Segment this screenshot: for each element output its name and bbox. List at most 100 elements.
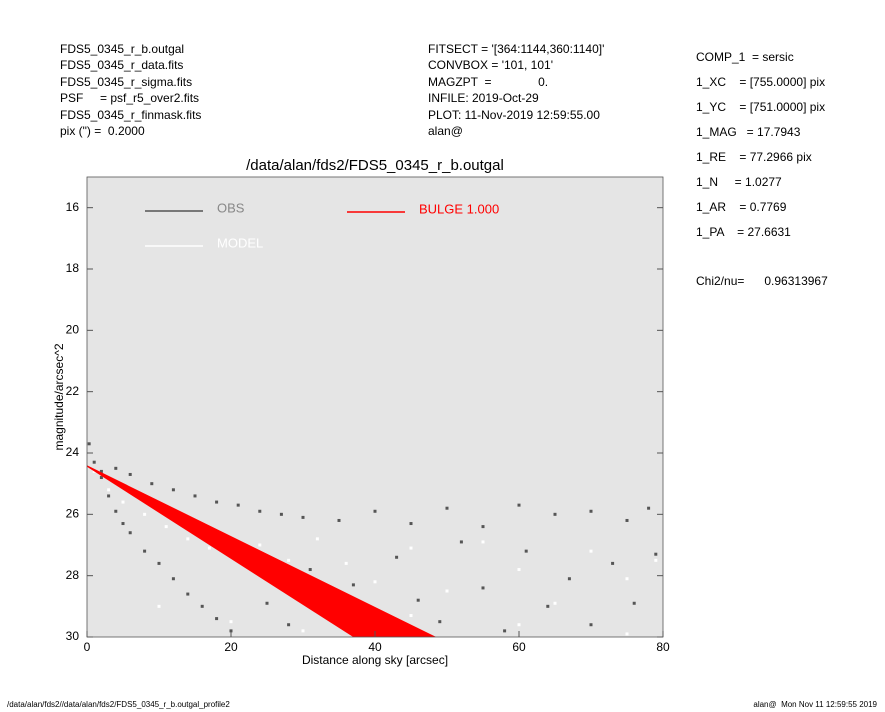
point (459, 540, 463, 544)
point (546, 604, 550, 608)
point (279, 512, 283, 516)
header-left-line: PSF = psf_r5_over2.fits (60, 91, 200, 106)
point (186, 592, 190, 596)
point (553, 512, 557, 516)
point (107, 488, 111, 492)
point (92, 460, 96, 464)
point (215, 500, 219, 504)
point (87, 442, 91, 446)
point (517, 503, 521, 507)
chi2: Chi2/nu= 0.96313967 (696, 274, 828, 288)
header-middle-line: alan@ (428, 124, 463, 138)
point (481, 540, 485, 544)
point (647, 506, 651, 510)
y-tick-label: 28 (66, 568, 80, 582)
legend-label: BULGE 1.000 (419, 201, 499, 216)
x-tick-label: 20 (224, 640, 238, 654)
point (445, 506, 449, 510)
x-tick-label: 40 (368, 640, 382, 654)
point (589, 623, 593, 627)
point (517, 568, 521, 572)
header-left-line: FDS5_0345_r_b.outgal (60, 42, 185, 56)
point (308, 568, 312, 572)
y-tick-label: 16 (66, 200, 80, 214)
y-tick-label: 26 (66, 507, 80, 521)
header-middle-line: MAGZPT = 0. (428, 74, 549, 89)
header-left-line: FDS5_0345_r_finmask.fits (60, 107, 202, 122)
y-axis-label: magnitude/arcsec^2 (52, 343, 66, 450)
point (589, 549, 593, 553)
point (373, 580, 377, 584)
header-middle-line: FITSECT = '[364:1144,360:1140]' (428, 42, 605, 56)
marks (87, 442, 658, 637)
header-left-line: FDS5_0345_r_data.fits (60, 58, 184, 73)
point (344, 561, 348, 565)
point (200, 604, 204, 608)
point (395, 555, 399, 559)
point (157, 561, 161, 565)
point (654, 558, 658, 562)
point (207, 546, 211, 550)
point (171, 577, 175, 581)
chart-title: /data/alan/fds2/FDS5_0345_r_b.outgal (246, 157, 504, 174)
point (416, 598, 420, 602)
point (553, 601, 557, 605)
point (337, 518, 341, 522)
point (409, 522, 413, 526)
header-left-line: pix (") = 0.2000 (60, 124, 145, 138)
header-middle-line: INFILE: 2019-Oct-29 (428, 91, 539, 106)
y-tick-label: 30 (66, 629, 80, 643)
point (287, 623, 291, 627)
header-middle-line: CONVBOX = '101, 101' (428, 58, 553, 73)
point (654, 552, 658, 556)
point (107, 494, 111, 498)
point (121, 500, 125, 504)
point (301, 629, 305, 633)
point (99, 476, 103, 480)
y-tick-label: 18 (66, 261, 80, 275)
point (625, 577, 629, 581)
header-right-line: COMP_1 = sersic (696, 50, 794, 64)
x-tick-label: 60 (512, 640, 526, 654)
point (481, 586, 485, 590)
point (164, 525, 168, 529)
point (99, 469, 103, 473)
point (215, 617, 219, 621)
point (121, 522, 125, 526)
plot-area (87, 177, 663, 637)
point (186, 537, 190, 541)
header-right-line: 1_YC = [751.0000] pix (696, 100, 826, 114)
point (265, 601, 269, 605)
point (517, 623, 521, 627)
point (143, 549, 147, 553)
point (351, 583, 355, 587)
point (143, 512, 147, 516)
point (128, 472, 132, 476)
point (229, 629, 233, 633)
point (625, 518, 629, 522)
header-right-line: 1_XC = [755.0000] pix (696, 75, 826, 89)
point (481, 525, 485, 529)
point (589, 509, 593, 513)
point (611, 561, 615, 565)
point (236, 503, 240, 507)
legend-label: MODEL (217, 235, 263, 250)
point (229, 620, 233, 624)
footer-left: /data/alan/fds2//data/alan/fds2/FDS5_034… (7, 700, 230, 709)
point (287, 558, 291, 562)
footer-right: alan@ Mon Nov 11 12:59:55 2019 (753, 700, 877, 709)
point (632, 601, 636, 605)
header-right-line: 1_N = 1.0277 (696, 175, 782, 189)
legend-label: OBS (217, 200, 245, 215)
x-axis-label: Distance along sky [arcsec] (302, 653, 448, 667)
point (524, 549, 528, 553)
point (258, 509, 262, 513)
point (258, 543, 262, 547)
point (128, 531, 132, 535)
point (150, 482, 154, 486)
point (301, 515, 305, 519)
point (157, 604, 161, 608)
point (409, 614, 413, 618)
